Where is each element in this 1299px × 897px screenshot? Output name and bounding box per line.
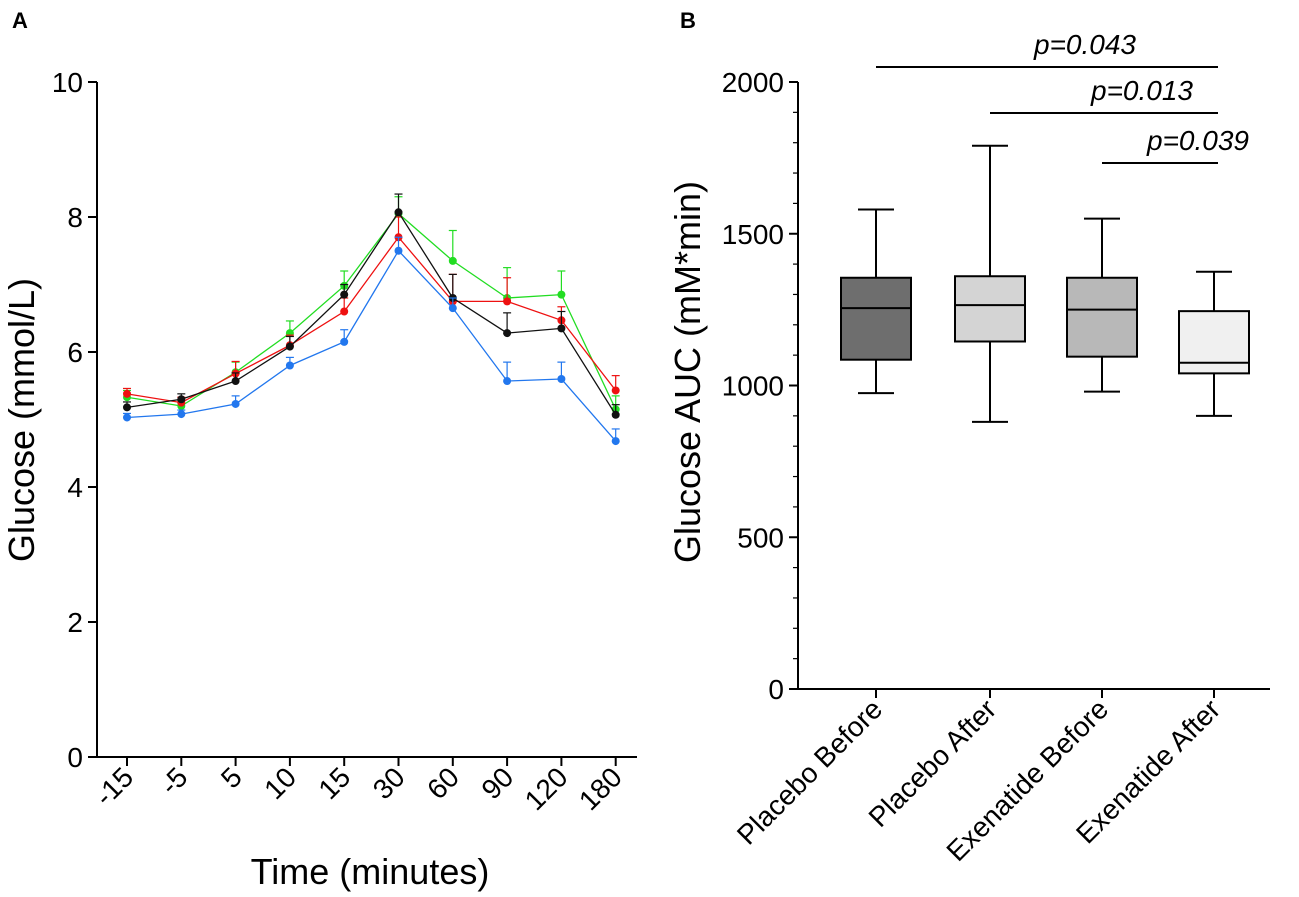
series-black [123,193,620,419]
series-blue-point [394,246,403,255]
series-red-line [126,236,617,404]
series-black-point [285,342,294,351]
panel-a-x-tick-label: 5 [215,761,248,794]
series-blue-point [557,375,566,383]
panel-b-letter: B [680,8,696,33]
series-black-point [611,410,620,419]
series-black-point [177,395,186,404]
panel-b-category-label: Placebo Before [731,693,888,850]
panel-a-x-tick-label: 60 [421,761,465,805]
panel-a-y-tick-label: 2 [67,607,83,638]
panel-a-y-tick-label: 6 [67,337,83,368]
box-0 [840,208,912,395]
series-blue [123,236,620,446]
panel-a-y-tick-label: 4 [67,472,83,503]
panel-b-y-tick-label: 2000 [722,67,784,98]
series-green-point [557,290,566,299]
panel-b-y-tick-label: 1500 [722,219,784,250]
panel-a-x-tick-label: 180 [573,761,628,816]
panel-b-y-axis-label: Glucose AUC (mM*min) [667,181,708,563]
series-black-point [231,377,240,386]
panel-b-y-tick-label: 0 [768,674,784,705]
series-black-point [123,403,131,412]
series-blue-point [177,410,186,419]
panel-a-y-tick-label: 0 [67,742,83,773]
panel-b-y-tick-label: 1000 [722,371,784,402]
panel-a-x-tick-label: 120 [519,761,574,816]
series-red-point [503,297,512,306]
panel-a-y-axis-label: Glucose (mmol/L) [1,278,42,562]
box-iqr [840,276,912,361]
panel-a-x-tick-label: 30 [367,761,411,805]
series-blue-point [231,399,240,408]
series-black-point [394,208,403,217]
series-blue-point [448,304,457,313]
series-black-point [340,290,349,299]
panel-a-x-axis-label: Time (minutes) [251,851,490,892]
panel-b-y-tick-label: 500 [737,522,784,553]
panel-a-x-tick-label: 10 [258,761,302,805]
series-green-point [448,256,457,265]
box-3 [1178,270,1250,417]
panel-a-y-tick-label: 10 [52,67,83,98]
comparison-p-value: p=0.043 [1033,29,1136,60]
panel-a-x-tick-label: -15 [89,761,140,812]
panel-a-y-tick-label: 8 [67,202,83,233]
series-blue-point [503,377,512,386]
series-blue-point [611,437,620,446]
series-black-line [126,211,617,416]
series-green [123,196,620,414]
box-iqr [954,275,1026,343]
series-blue-point [340,337,349,346]
series-red [123,216,620,407]
series-blue-point [285,361,294,370]
series-black-point [557,324,566,333]
comparison-p-value: p=0.013 [1090,75,1193,106]
box-2 [1066,217,1138,393]
series-red-point [123,389,131,398]
panel-a-x-tick-label: -5 [154,761,194,801]
panel-a-x-tick-label: 90 [475,761,519,805]
comparison-p-value: p=0.039 [1146,125,1249,156]
series-black-point [503,329,512,338]
series-blue-line [126,249,617,442]
series-red-point [340,307,349,316]
panel-a-letter: A [12,8,28,33]
panel-a-x-tick-label: 15 [312,761,356,805]
series-green-line [126,212,617,410]
box-iqr [1178,310,1250,375]
box-1 [954,144,1026,423]
box-iqr [1066,276,1138,358]
series-blue-point [123,413,131,422]
series-red-point [611,386,620,395]
